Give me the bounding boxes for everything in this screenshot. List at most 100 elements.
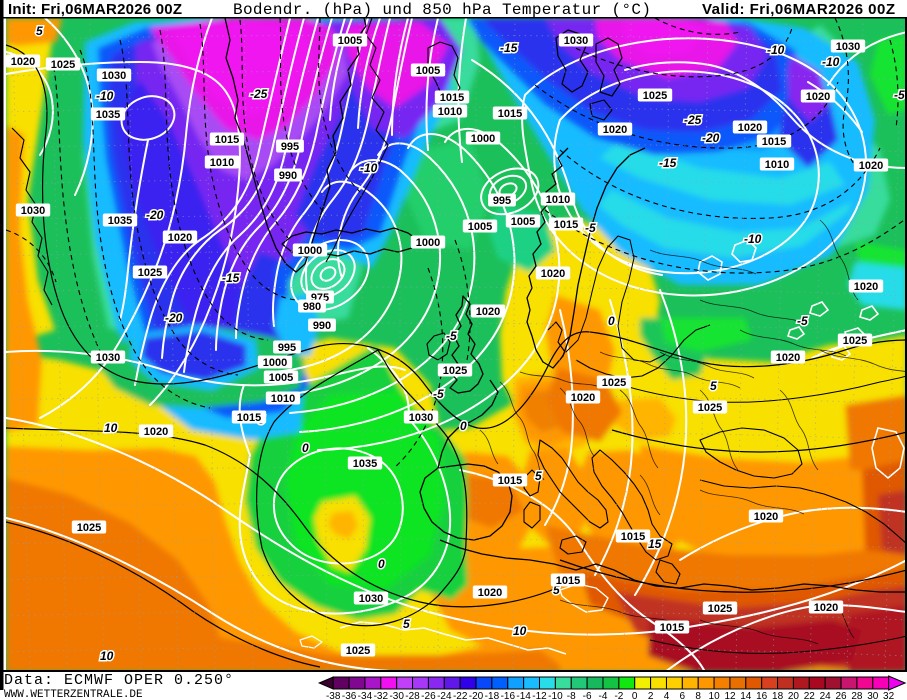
svg-text:Init: Fri,06MAR2026 00Z: Init: Fri,06MAR2026 00Z: [8, 1, 182, 18]
svg-text:1020: 1020: [168, 232, 192, 244]
svg-text:1020: 1020: [11, 56, 35, 68]
svg-text:-38: -38: [326, 691, 341, 700]
svg-text:1025: 1025: [51, 59, 75, 71]
svg-text:995: 995: [281, 141, 299, 153]
svg-text:1015: 1015: [556, 575, 580, 587]
svg-text:1015: 1015: [762, 136, 786, 148]
svg-text:1010: 1010: [438, 106, 462, 118]
svg-text:10: 10: [709, 691, 721, 700]
svg-text:1025: 1025: [443, 365, 467, 377]
svg-text:Data: ECMWF OPER 0.250°: Data: ECMWF OPER 0.250°: [4, 672, 234, 689]
svg-text:-5: -5: [894, 88, 905, 102]
svg-text:15: 15: [648, 537, 662, 551]
svg-text:5: 5: [535, 469, 542, 483]
svg-text:1020: 1020: [476, 306, 500, 318]
svg-text:5: 5: [710, 379, 717, 393]
svg-text:-5: -5: [433, 387, 444, 401]
svg-text:990: 990: [313, 320, 331, 332]
svg-text:-5: -5: [797, 314, 808, 328]
svg-text:980: 980: [303, 301, 321, 313]
svg-text:0: 0: [632, 691, 638, 700]
svg-text:18: 18: [772, 691, 784, 700]
svg-text:Valid: Fri,06MAR2026 00Z: Valid: Fri,06MAR2026 00Z: [702, 1, 895, 18]
svg-text:-18: -18: [485, 691, 500, 700]
svg-text:1005: 1005: [511, 216, 535, 228]
svg-text:1020: 1020: [806, 91, 830, 103]
svg-text:8: 8: [695, 691, 701, 700]
svg-text:1035: 1035: [353, 458, 377, 470]
svg-text:1015: 1015: [498, 475, 522, 487]
svg-text:5: 5: [36, 24, 43, 38]
svg-text:Bodendr. (hPa) und 850 hPa Tem: Bodendr. (hPa) und 850 hPa Temperatur (°…: [233, 1, 651, 19]
svg-text:1020: 1020: [603, 124, 627, 136]
svg-text:-2: -2: [614, 691, 623, 700]
svg-text:1000: 1000: [298, 245, 322, 257]
svg-text:14: 14: [740, 691, 752, 700]
svg-text:-25: -25: [250, 87, 268, 101]
svg-text:WWW.WETTERZENTRALE.DE: WWW.WETTERZENTRALE.DE: [4, 689, 143, 700]
svg-text:0: 0: [460, 419, 467, 433]
svg-text:-15: -15: [222, 271, 240, 285]
svg-text:-36: -36: [342, 691, 357, 700]
svg-text:22: 22: [804, 691, 816, 700]
svg-text:1010: 1010: [271, 393, 295, 405]
svg-text:-14: -14: [516, 691, 531, 700]
svg-text:1030: 1030: [96, 352, 120, 364]
svg-text:1020: 1020: [859, 160, 883, 172]
svg-text:-15: -15: [500, 41, 518, 55]
svg-text:1025: 1025: [843, 335, 867, 347]
svg-text:1010: 1010: [546, 194, 570, 206]
svg-text:24: 24: [820, 691, 832, 700]
svg-text:32: 32: [883, 691, 895, 700]
svg-text:5: 5: [553, 583, 560, 597]
svg-text:4: 4: [664, 691, 670, 700]
svg-text:1005: 1005: [338, 35, 362, 47]
svg-text:0: 0: [608, 314, 615, 328]
svg-text:1020: 1020: [571, 392, 595, 404]
svg-text:1020: 1020: [478, 587, 502, 599]
svg-text:1030: 1030: [409, 412, 433, 424]
svg-text:-20: -20: [146, 208, 164, 222]
svg-text:10: 10: [104, 421, 118, 435]
svg-text:1010: 1010: [765, 159, 789, 171]
svg-text:-16: -16: [501, 691, 516, 700]
svg-text:1000: 1000: [416, 237, 440, 249]
svg-text:26: 26: [835, 691, 847, 700]
svg-text:1010: 1010: [210, 157, 234, 169]
svg-text:-10: -10: [96, 89, 114, 103]
svg-text:1000: 1000: [263, 357, 287, 369]
svg-text:990: 990: [279, 170, 297, 182]
svg-text:1020: 1020: [754, 511, 778, 523]
svg-text:-26: -26: [421, 691, 436, 700]
svg-text:-32: -32: [374, 691, 389, 700]
svg-text:1015: 1015: [554, 219, 578, 231]
svg-text:6: 6: [680, 691, 686, 700]
svg-text:1015: 1015: [621, 531, 645, 543]
svg-text:1035: 1035: [108, 215, 132, 227]
svg-text:1025: 1025: [698, 402, 722, 414]
svg-text:20: 20: [788, 691, 800, 700]
svg-text:30: 30: [867, 691, 879, 700]
svg-text:1015: 1015: [660, 622, 684, 634]
svg-text:-28: -28: [405, 691, 420, 700]
svg-text:1020: 1020: [144, 426, 168, 438]
svg-text:1015: 1015: [498, 108, 522, 120]
svg-text:1030: 1030: [564, 35, 588, 47]
svg-text:-6: -6: [583, 691, 592, 700]
svg-text:1020: 1020: [854, 281, 878, 293]
svg-text:-10: -10: [548, 691, 563, 700]
svg-text:10: 10: [513, 624, 527, 638]
svg-text:-25: -25: [684, 113, 702, 127]
svg-text:1020: 1020: [776, 352, 800, 364]
svg-text:1030: 1030: [21, 205, 45, 217]
svg-text:1025: 1025: [643, 90, 667, 102]
svg-text:1030: 1030: [359, 593, 383, 605]
svg-text:1020: 1020: [738, 122, 762, 134]
svg-text:-15: -15: [659, 156, 677, 170]
svg-text:-24: -24: [437, 691, 452, 700]
svg-text:-10: -10: [360, 161, 378, 175]
svg-text:2: 2: [648, 691, 654, 700]
svg-text:-8: -8: [567, 691, 576, 700]
svg-text:1035: 1035: [96, 109, 120, 121]
svg-text:10: 10: [100, 649, 114, 663]
